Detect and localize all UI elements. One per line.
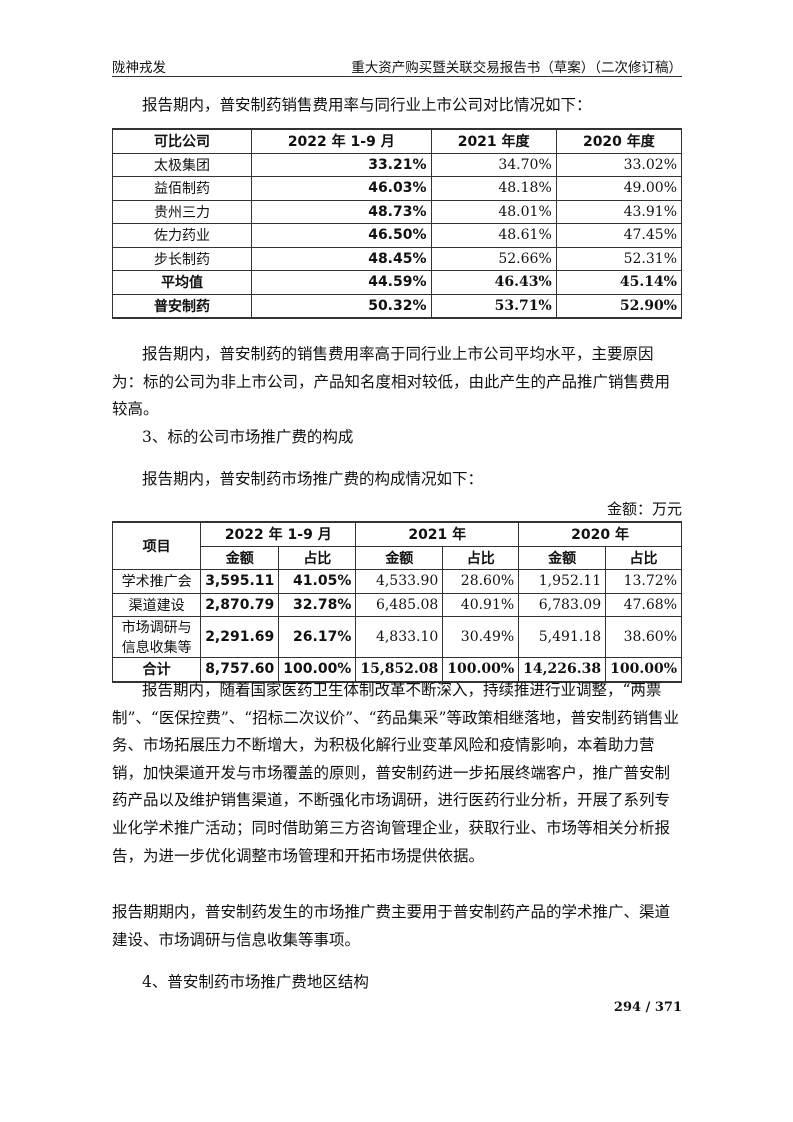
table-cell: 45.14%	[555, 270, 683, 295]
table-cell: 2,291.69	[200, 616, 280, 658]
table-cell: 41.05%	[278, 569, 357, 594]
table-cell: 26.17%	[278, 616, 357, 658]
table-cell: 33.02%	[555, 152, 683, 177]
table-cell: 49.00%	[555, 176, 683, 201]
table-row: 合计 8,757.60 100.00% 15,852.08 100.00% 14,226.…	[111, 657, 682, 682]
table-cell: 48.01%	[430, 199, 557, 224]
item-header: 项目	[111, 521, 202, 570]
table-cell: 普安制药	[112, 293, 252, 319]
table-cell: 47.45%	[555, 223, 683, 248]
table-cell: 14,226.38	[518, 657, 607, 682]
table-cell: 4,533.90	[355, 569, 444, 594]
column-header: 可比公司	[112, 128, 252, 154]
table-cell: 46.43%	[430, 270, 557, 295]
column-header: 2022 年 1-9 月	[251, 128, 432, 154]
table-cell: 46.50%	[251, 223, 432, 248]
table-cell: 48.45%	[251, 246, 432, 271]
usage-paragraph: 报告期期内，普安制药发生的市场推广费主要用于普安制药产品的学术推广、渠道建设、市…	[112, 903, 671, 949]
table-cell: 8,757.60	[200, 657, 280, 682]
table-cell: 48.18%	[430, 176, 557, 201]
table-cell: 太极集团	[112, 152, 252, 177]
intro-paragraph: 报告期内，普安制药销售费用率与同行业上市公司对比情况如下：	[142, 96, 592, 114]
table-cell: 6,783.09	[518, 592, 607, 617]
table-cell: 48.73%	[251, 199, 432, 224]
table-cell: 100.00%	[278, 657, 357, 682]
table-cell: 52.90%	[555, 293, 683, 319]
table-cell: 益佰制药	[112, 176, 252, 201]
page-number: 294 / 371	[613, 1000, 682, 1015]
table-row: 普安制药 50.32% 53.71% 52.90%	[112, 293, 683, 319]
table-cell: 33.21%	[251, 152, 432, 177]
share-header: 占比	[442, 545, 520, 570]
table-cell: 38.60%	[605, 616, 682, 658]
header-left: 陇神戎发	[112, 60, 166, 76]
table-row: 太极集团 33.21% 34.70% 33.02%	[112, 152, 683, 177]
table-cell: 5,491.18	[518, 616, 607, 658]
table-row: 益佰制药 46.03% 48.18% 49.00%	[112, 176, 683, 201]
table-cell: 28.60%	[442, 569, 520, 594]
table-row: 贵州三力 48.73% 48.01% 43.91%	[112, 199, 683, 224]
section-heading-4: 4、普安制药市场推广费地区结构	[142, 973, 369, 991]
comparison-table: 可比公司 2022 年 1-9 月 2021 年度 2020 年度 太极集团 33.21%…	[112, 128, 683, 319]
period-header: 2021 年	[355, 521, 520, 547]
table-cell: 100.00%	[605, 657, 682, 682]
table-cell: 52.66%	[430, 246, 557, 271]
table-row: 佐力药业 46.50% 48.61% 47.45%	[112, 223, 683, 248]
table-cell: 53.71%	[430, 293, 557, 319]
table-cell: 1,952.11	[518, 569, 607, 594]
table-cell: 40.91%	[442, 592, 520, 617]
table-row: 市场调研与信息收集等 2,291.69 26.17% 4,833.10 30.49% 5,…	[111, 616, 682, 658]
table-cell: 32.78%	[278, 592, 357, 617]
amount-header: 金额	[200, 545, 280, 570]
period-header: 2022 年 1-9 月	[200, 521, 357, 547]
table-cell: 15,852.08	[355, 657, 444, 682]
promotion-cost-table: 项目 2022 年 1-9 月 2021 年 2020 年 金额 占比 金额 占比 金额…	[111, 521, 682, 683]
table-cell: 43.91%	[555, 199, 683, 224]
table-cell: 44.59%	[251, 270, 432, 295]
table-row: 平均值 44.59% 46.43% 45.14%	[112, 270, 683, 295]
table-cell: 52.31%	[555, 246, 683, 271]
table-cell: 6,485.08	[355, 592, 444, 617]
table-cell: 平均值	[112, 270, 252, 295]
page-header: 陇神戎发 重大资产购买暨关联交易报告书（草案）（二次修订稿）	[112, 52, 682, 77]
share-header: 占比	[278, 545, 357, 570]
table-cell: 50.32%	[251, 293, 432, 319]
unit-label: 金额：万元	[606, 500, 682, 518]
table-cell: 4,833.10	[355, 616, 444, 658]
table-cell: 学术推广会	[111, 569, 202, 594]
table-cell: 市场调研与信息收集等	[111, 616, 202, 658]
amount-header: 金额	[518, 545, 607, 570]
table-cell: 13.72%	[605, 569, 682, 594]
table-cell: 30.49%	[442, 616, 520, 658]
table-cell: 贵州三力	[112, 199, 252, 224]
table-cell: 47.68%	[605, 592, 682, 617]
table-row: 步长制药 48.45% 52.66% 52.31%	[112, 246, 683, 271]
table-cell: 46.03%	[251, 176, 432, 201]
table-row: 学术推广会 3,595.11 41.05% 4,533.90 28.60% 1,952.1…	[111, 569, 682, 594]
table-cell: 步长制药	[112, 246, 252, 271]
table-cell: 渠道建设	[111, 592, 202, 617]
share-header: 占比	[605, 545, 682, 570]
policy-paragraph: 报告期内，随着国家医药卫生体制改革不断深入，持续推进行业调整，“两票制”、“医保…	[112, 681, 679, 865]
table-cell: 佐力药业	[112, 223, 252, 248]
column-header: 2020 年度	[555, 128, 683, 154]
amount-header: 金额	[355, 545, 444, 570]
analysis-paragraph: 报告期内，普安制药的销售费用率高于同行业上市公司平均水平，主要原因为：标的公司为…	[112, 345, 671, 419]
header-right: 重大资产购买暨关联交易报告书（草案）（二次修订稿）	[351, 60, 682, 76]
period-header: 2020 年	[518, 521, 682, 547]
table-cell: 3,595.11	[200, 569, 280, 594]
table-row: 渠道建设 2,870.79 32.78% 6,485.08 40.91% 6,783.09…	[111, 592, 682, 617]
table-cell: 合计	[111, 657, 202, 682]
table-cell: 48.61%	[430, 223, 557, 248]
column-header: 2021 年度	[430, 128, 557, 154]
table-cell: 34.70%	[430, 152, 557, 177]
section-heading-3: 3、标的公司市场推广费的构成	[142, 428, 354, 446]
table-cell: 2,870.79	[200, 592, 280, 617]
intro-paragraph-3: 报告期内，普安制药市场推广费的构成情况如下：	[142, 470, 484, 488]
